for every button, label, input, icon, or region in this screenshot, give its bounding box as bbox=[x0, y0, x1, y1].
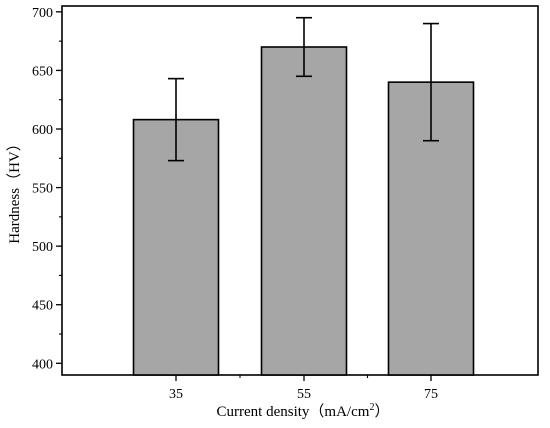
y-tick-label: 600 bbox=[32, 123, 53, 138]
y-tick-label: 700 bbox=[32, 6, 53, 21]
bar bbox=[132, 118, 220, 376]
x-tick-label: 75 bbox=[424, 387, 438, 402]
x-axis-title-close: ） bbox=[374, 403, 389, 420]
y-tick-label: 500 bbox=[32, 240, 53, 255]
y-tick-label: 400 bbox=[32, 357, 53, 372]
x-tick-label: 55 bbox=[297, 387, 311, 402]
x-axis-title: Current density（mA/cm2） bbox=[217, 402, 390, 420]
y-tick-label: 650 bbox=[32, 64, 53, 79]
y-tick-label: 450 bbox=[32, 299, 53, 314]
bar-series bbox=[132, 46, 475, 376]
y-axis-title: Hardness（HV） bbox=[6, 136, 23, 243]
y-axis: 400 450 500 550 600 650 700 bbox=[32, 6, 62, 372]
x-axis-title-main: Current density（mA/cm bbox=[217, 403, 370, 420]
x-axis: 35 55 75 bbox=[169, 375, 438, 402]
x-tick-label: 35 bbox=[169, 387, 183, 402]
bar bbox=[260, 46, 348, 376]
y-tick-label: 550 bbox=[32, 182, 53, 197]
x-axis-title-superscript: 2 bbox=[369, 402, 374, 413]
error-bars bbox=[168, 16, 439, 162]
